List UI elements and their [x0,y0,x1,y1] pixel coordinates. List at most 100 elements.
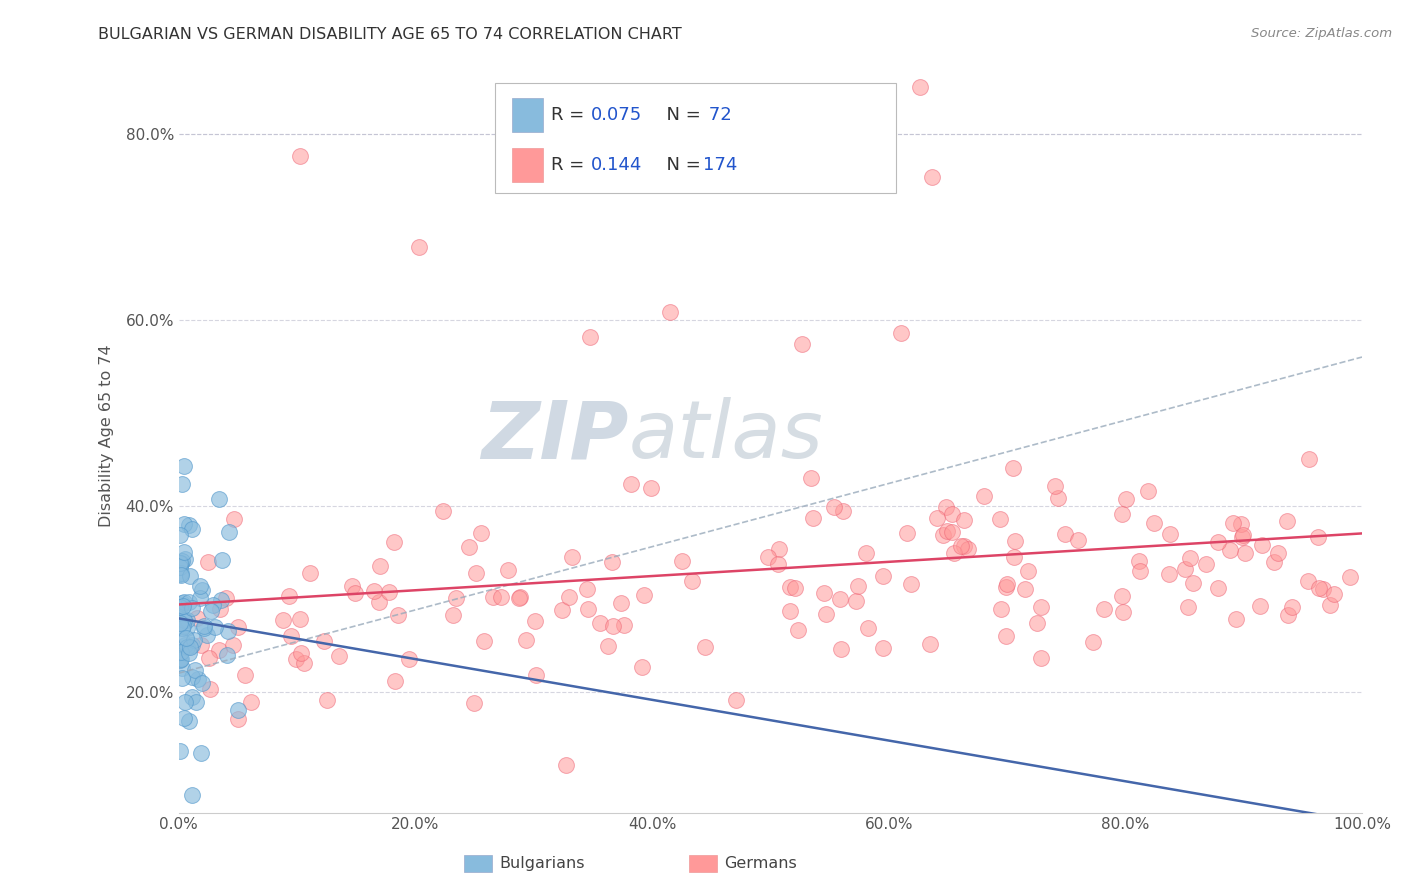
Point [271,613,294,627]
Point [173,613,195,627]
Point [222,639,245,653]
Point [1031,651,1053,665]
Point [973,489,995,503]
Point [190,746,212,760]
Point [173,517,195,532]
Point [285,652,308,666]
Point [368,595,391,609]
Point [620,477,643,491]
Point [290,149,312,163]
Point [465,566,488,580]
Point [935,500,957,515]
Point [191,583,214,598]
Point [785,581,807,595]
Point [1014,582,1036,596]
Point [633,588,655,602]
Point [315,693,337,707]
Point [779,580,801,594]
Point [491,590,513,604]
Point [508,591,530,605]
Point [1178,550,1201,565]
Text: R =: R = [551,106,591,124]
Point [1298,451,1320,466]
Point [197,628,219,642]
Point [890,326,912,340]
Point [921,169,943,184]
Point [823,177,845,191]
Point [1208,581,1230,595]
Point [1323,586,1346,600]
Point [896,526,918,541]
Point [170,652,193,666]
Point [681,574,703,588]
Point [509,591,531,605]
Point [1312,582,1334,597]
Point [990,602,1012,616]
Point [828,591,851,606]
Point [1249,599,1271,613]
Point [575,582,598,596]
Point [848,579,870,593]
Point [378,584,401,599]
Point [766,557,789,571]
Point [240,694,263,708]
Text: 0.144: 0.144 [591,156,643,174]
Point [1277,514,1299,528]
Point [169,528,191,542]
Point [180,522,202,536]
Point [169,600,191,615]
Point [170,645,193,659]
Point [872,569,894,583]
Point [1281,600,1303,615]
Point [1230,530,1253,544]
Point [177,595,200,609]
Text: Germans: Germans [724,856,797,871]
Point [1081,634,1104,648]
Point [995,577,1018,591]
Point [1195,557,1218,571]
Point [278,590,301,604]
Point [1129,565,1152,579]
Point [173,613,195,627]
Point [170,598,193,612]
Point [800,471,823,485]
Point [801,511,824,525]
Point [186,610,208,624]
Point [169,744,191,758]
Point [658,304,681,318]
Point [170,556,193,570]
Point [444,591,467,605]
Point [994,629,1017,643]
Point [1111,507,1133,521]
Point [630,660,652,674]
Point [1263,555,1285,569]
Point [368,559,391,574]
Point [184,663,207,677]
Point [949,539,972,553]
Point [463,696,485,710]
Point [200,604,222,618]
Point [589,615,612,630]
Point [176,621,198,635]
Point [481,590,503,604]
Point [823,500,845,515]
Point [856,621,879,635]
Point [190,638,212,652]
Point [174,695,197,709]
Point [209,602,232,616]
Y-axis label: Disability Age 65 to 74: Disability Age 65 to 74 [100,344,114,527]
Point [180,638,202,652]
Point [779,604,801,618]
Point [927,511,949,525]
Point [1025,615,1047,630]
Point [558,590,581,604]
Point [188,579,211,593]
Point [994,580,1017,594]
Text: N =: N = [655,156,707,174]
Point [640,481,662,495]
Point [952,540,974,554]
Point [328,648,350,663]
Point [1054,527,1077,541]
Text: ZIP: ZIP [481,397,628,475]
Text: atlas: atlas [628,397,823,475]
